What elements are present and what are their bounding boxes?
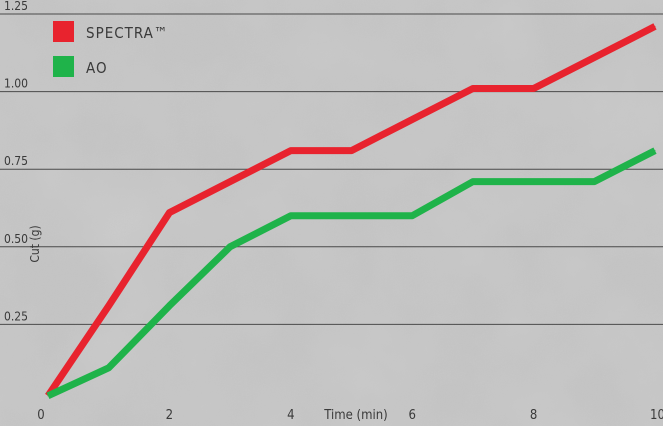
data-point <box>533 87 535 89</box>
y-tick-label: 0.25 <box>4 309 28 323</box>
x-tick-label: 4 <box>287 408 294 423</box>
x-axis-ticks: 0 2 4 6 8 10 <box>37 408 663 423</box>
grid <box>0 13 663 325</box>
x-tick-label: 10 <box>650 408 663 423</box>
x-axis-label: Time (min) <box>323 408 387 423</box>
data-point <box>168 212 170 214</box>
x-tick-label: 8 <box>530 408 537 423</box>
data-point <box>229 246 231 248</box>
data-point <box>654 25 656 27</box>
data-point <box>472 87 474 89</box>
legend-label-ao: AO <box>86 59 108 77</box>
data-point <box>411 119 413 121</box>
x-tick-label: 2 <box>166 408 173 423</box>
y-axis-label: Cut (g) <box>28 225 42 262</box>
data-point <box>411 215 413 217</box>
data-point <box>593 56 595 58</box>
data-point <box>290 215 292 217</box>
data-point <box>108 367 110 369</box>
y-tick-label: 1.25 <box>4 0 28 13</box>
y-axis-ticks: 0.25 0.50 0.75 1.00 1.25 <box>4 0 28 323</box>
legend-swatch-ao <box>53 56 74 77</box>
y-tick-label: 1.00 <box>4 77 28 91</box>
legend-label-spectra: SPECTRA™ <box>86 24 168 42</box>
data-point <box>168 305 170 307</box>
data-point <box>351 215 352 217</box>
data-point <box>108 305 110 307</box>
y-tick-label: 0.50 <box>4 232 28 246</box>
data-point <box>229 181 231 183</box>
y-tick-label: 0.75 <box>4 154 28 168</box>
x-tick-label: 0 <box>37 408 44 423</box>
data-point <box>351 150 352 152</box>
data-point <box>533 181 535 183</box>
data-point <box>654 150 656 152</box>
data-point <box>290 150 292 152</box>
x-tick-label: 6 <box>408 408 415 423</box>
data-point <box>593 181 595 183</box>
series-lines <box>45 23 657 399</box>
data-point <box>47 395 49 397</box>
legend-swatch-spectra <box>53 21 74 42</box>
data-point <box>472 181 474 183</box>
legend: SPECTRA™ AO <box>53 21 168 77</box>
